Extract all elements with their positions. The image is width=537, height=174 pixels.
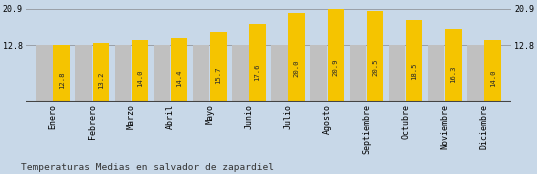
Text: 16.3: 16.3 [451,66,456,84]
Bar [75,45,92,102]
Text: 20.5: 20.5 [372,59,378,76]
Bar [467,45,484,102]
Text: 17.6: 17.6 [255,64,260,81]
Bar [114,45,131,102]
Bar [328,9,344,102]
Bar [406,20,423,102]
Bar [445,29,462,102]
Bar [484,40,501,102]
Text: 14.0: 14.0 [490,70,496,87]
Text: 12.8: 12.8 [59,72,64,89]
Bar [310,45,327,102]
Bar [249,24,266,102]
Bar [154,45,170,102]
Bar [367,11,383,102]
Text: Temperaturas Medias en salvador de zapardiel: Temperaturas Medias en salvador de zapar… [21,163,274,172]
Text: 14.4: 14.4 [176,69,182,87]
Bar [92,43,109,102]
Text: 20.9: 20.9 [333,58,339,76]
Bar [288,13,305,102]
Bar [132,40,148,102]
Text: 14.0: 14.0 [137,70,143,87]
Text: 13.2: 13.2 [98,71,104,89]
Bar [232,45,249,102]
Bar [389,45,405,102]
Bar [193,45,209,102]
Bar [210,32,227,102]
Bar [428,45,445,102]
Text: 18.5: 18.5 [411,62,417,80]
Bar [271,45,288,102]
Bar [171,38,187,102]
Text: 20.0: 20.0 [294,60,300,77]
Text: 15.7: 15.7 [215,67,221,84]
Bar [53,45,70,102]
Bar [36,45,53,102]
Bar [350,45,366,102]
